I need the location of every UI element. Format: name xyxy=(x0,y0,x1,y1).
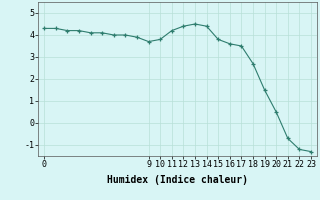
X-axis label: Humidex (Indice chaleur): Humidex (Indice chaleur) xyxy=(107,175,248,185)
